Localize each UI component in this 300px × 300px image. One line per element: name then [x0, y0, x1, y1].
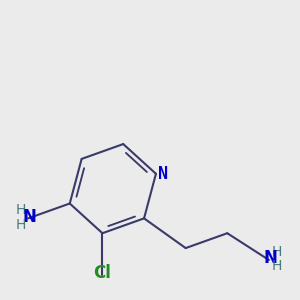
Text: H: H — [16, 218, 26, 232]
Text: N: N — [23, 208, 37, 226]
Text: N: N — [158, 165, 168, 183]
Text: N: N — [263, 250, 277, 268]
Text: H: H — [16, 203, 26, 217]
Text: Cl: Cl — [94, 264, 111, 282]
Text: H: H — [272, 245, 282, 259]
Text: H: H — [272, 259, 282, 273]
